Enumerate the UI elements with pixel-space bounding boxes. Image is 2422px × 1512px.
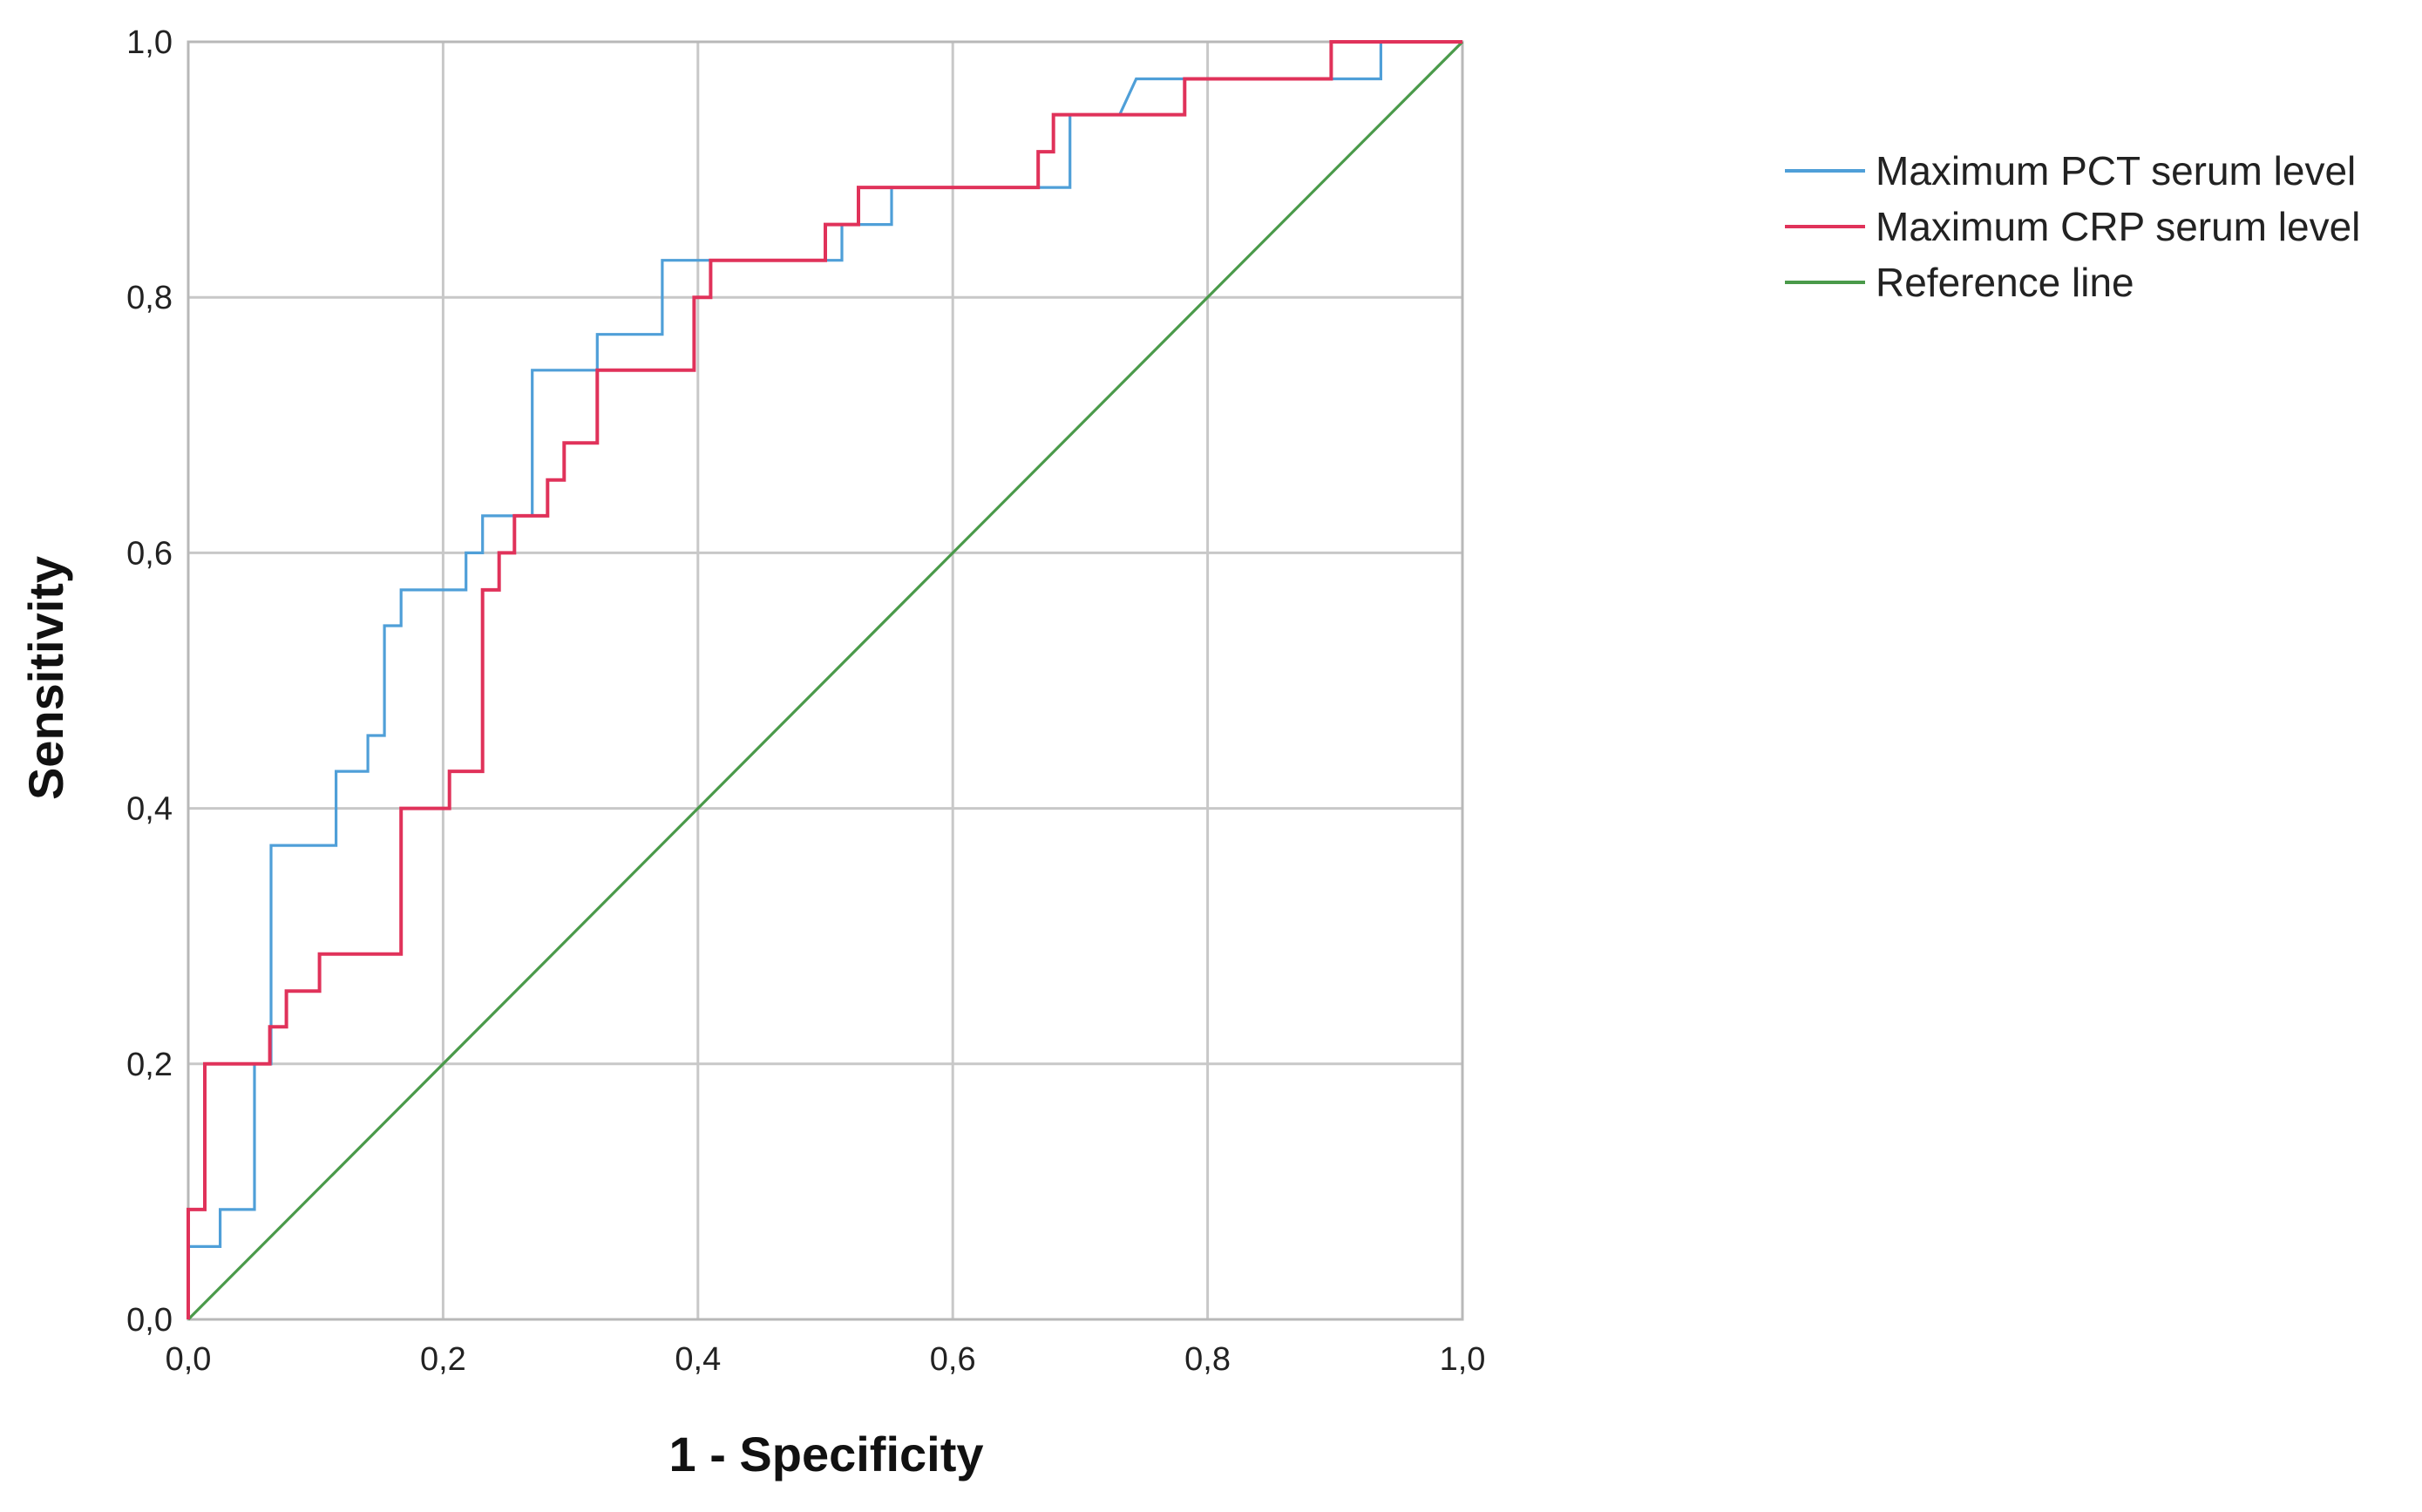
x-tick-label: 1,0: [1440, 1341, 1486, 1378]
legend-label-maximum-crp-serum-level: Maximum CRP serum level: [1876, 204, 2360, 249]
y-tick-label: 0,8: [126, 280, 173, 316]
series-line-reference-line: [187, 40, 1464, 1321]
y-axis-title: Sensitivity: [18, 556, 73, 800]
series-line-maximum-pct-serum-level: [187, 40, 1462, 1319]
y-tick-label: 1,0: [126, 24, 173, 61]
legend-label-maximum-pct-serum-level: Maximum PCT serum level: [1876, 148, 2356, 193]
x-tick-label: 0,8: [1184, 1341, 1231, 1378]
x-tick-label: 0,4: [675, 1341, 721, 1378]
x-axis-title: 1 - Specificity: [668, 1427, 983, 1481]
series-lines: [187, 40, 1464, 1321]
x-tick-label: 0,6: [930, 1341, 976, 1378]
x-tick-label: 0,0: [166, 1341, 212, 1378]
y-tick-label: 0,2: [126, 1047, 173, 1083]
y-tick-label: 0,6: [126, 535, 173, 572]
series-line-maximum-crp-serum-level: [187, 40, 1462, 1319]
legend-label-reference-line: Reference line: [1876, 260, 2134, 305]
y-tick-label: 0,0: [126, 1302, 173, 1339]
y-tick-labels: 0,0 0,2 0,4 0,6 0,8 1,0: [126, 24, 173, 1339]
x-tick-labels: 0,0 0,2 0,4 0,6 0,8 1,0: [166, 1341, 1486, 1378]
x-tick-label: 0,2: [420, 1341, 466, 1378]
legend: Maximum PCT serum level Maximum CRP serum…: [1785, 148, 2360, 305]
plot-frame: [187, 40, 1464, 1321]
y-tick-label: 0,4: [126, 791, 173, 828]
